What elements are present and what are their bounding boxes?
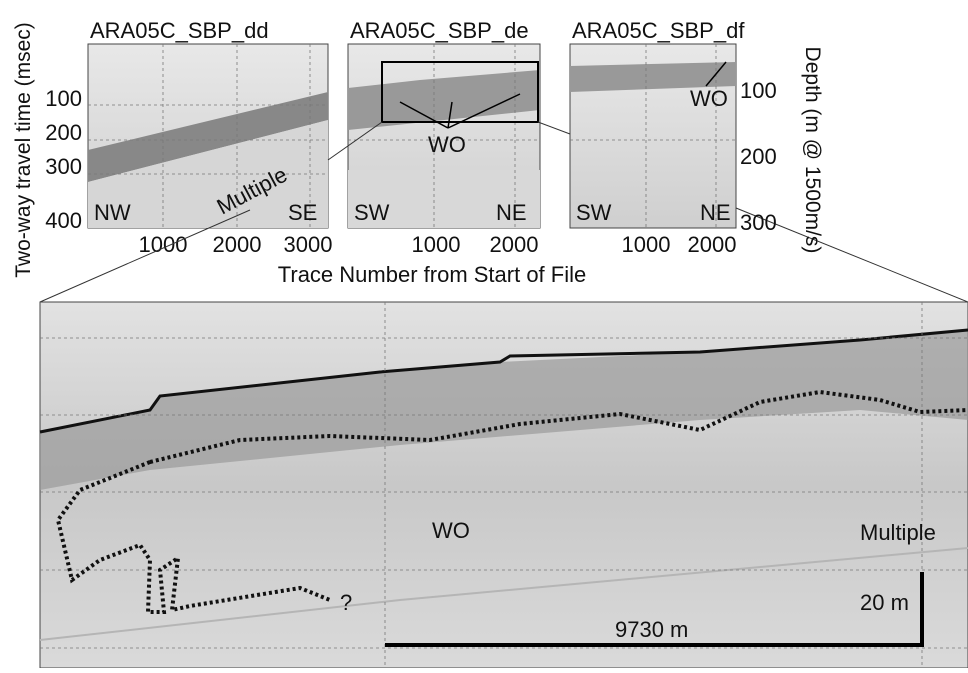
x-axis-title: Trace Number from Start of File (278, 262, 586, 287)
y-tick-label: 300 (45, 154, 82, 179)
connector (537, 121, 571, 135)
detail-grid (40, 302, 968, 668)
y-tick-label: 100 (45, 86, 82, 111)
multiple-reflector (39, 547, 968, 641)
corner-label: NE (496, 200, 527, 225)
scale-bars (385, 572, 924, 647)
reflector-band (88, 92, 328, 182)
y-axis-title: Two-way travel time (msec) (12, 22, 35, 278)
x-tick-label: 2000 (688, 232, 737, 257)
corner-label: SE (288, 200, 317, 225)
y2-tick-label: 300 (740, 210, 777, 235)
reflector-band (40, 330, 968, 490)
annotation: Multiple (860, 520, 936, 545)
y2-tick-label: 100 (740, 78, 777, 103)
seafloor (39, 328, 968, 434)
corner-label: NE (700, 200, 731, 225)
x-tick-label: 2000 (490, 232, 539, 257)
corner-label: SW (354, 200, 390, 225)
x-tick-label: 2000 (213, 232, 262, 257)
detail-panel: WO Multiple ? 20 m 9730 m (39, 301, 968, 669)
reflector-band (348, 70, 540, 130)
annotation-arrow (705, 61, 727, 87)
corner-label: SW (576, 200, 612, 225)
wo-boundary (55, 389, 968, 614)
y2-axis-title: Depth (m @ 1500m/s) (801, 47, 824, 254)
x-tick-label: 1000 (139, 232, 188, 257)
connector (39, 209, 251, 303)
panel-title: ARA05C_SBP_dd (90, 18, 269, 43)
annotation: WO (428, 132, 466, 157)
panel-title: ARA05C_SBP_df (572, 18, 745, 43)
annotation: WO (432, 518, 470, 543)
connector (735, 207, 968, 303)
y-tick-label: 200 (45, 120, 82, 145)
connector (327, 121, 383, 161)
scale-label: 9730 m (615, 617, 688, 642)
panel-df: ARA05C_SBP_df WO SW NE 1000 2000 (569, 18, 745, 257)
annotation: WO (690, 86, 728, 111)
panel-title: ARA05C_SBP_de (350, 18, 529, 43)
panel-dd: ARA05C_SBP_dd NW SE Multiple 1000 2000 3… (87, 18, 333, 257)
y-tick-label: 400 (45, 208, 82, 233)
connectors (39, 121, 968, 303)
x-tick-label: 3000 (284, 232, 333, 257)
x-tick-label: 1000 (622, 232, 671, 257)
x-tick-label: 1000 (412, 232, 461, 257)
panel-de: ARA05C_SBP_de WO SW NE 1000 2000 (347, 18, 541, 257)
subsurface (348, 170, 540, 228)
corner-label: NW (94, 200, 131, 225)
scale-label: 20 m (860, 590, 909, 615)
annotation-arrows (399, 93, 521, 129)
y2-tick-label: 200 (740, 144, 777, 169)
annotation: ? (340, 590, 352, 615)
reflector-band (570, 62, 736, 92)
